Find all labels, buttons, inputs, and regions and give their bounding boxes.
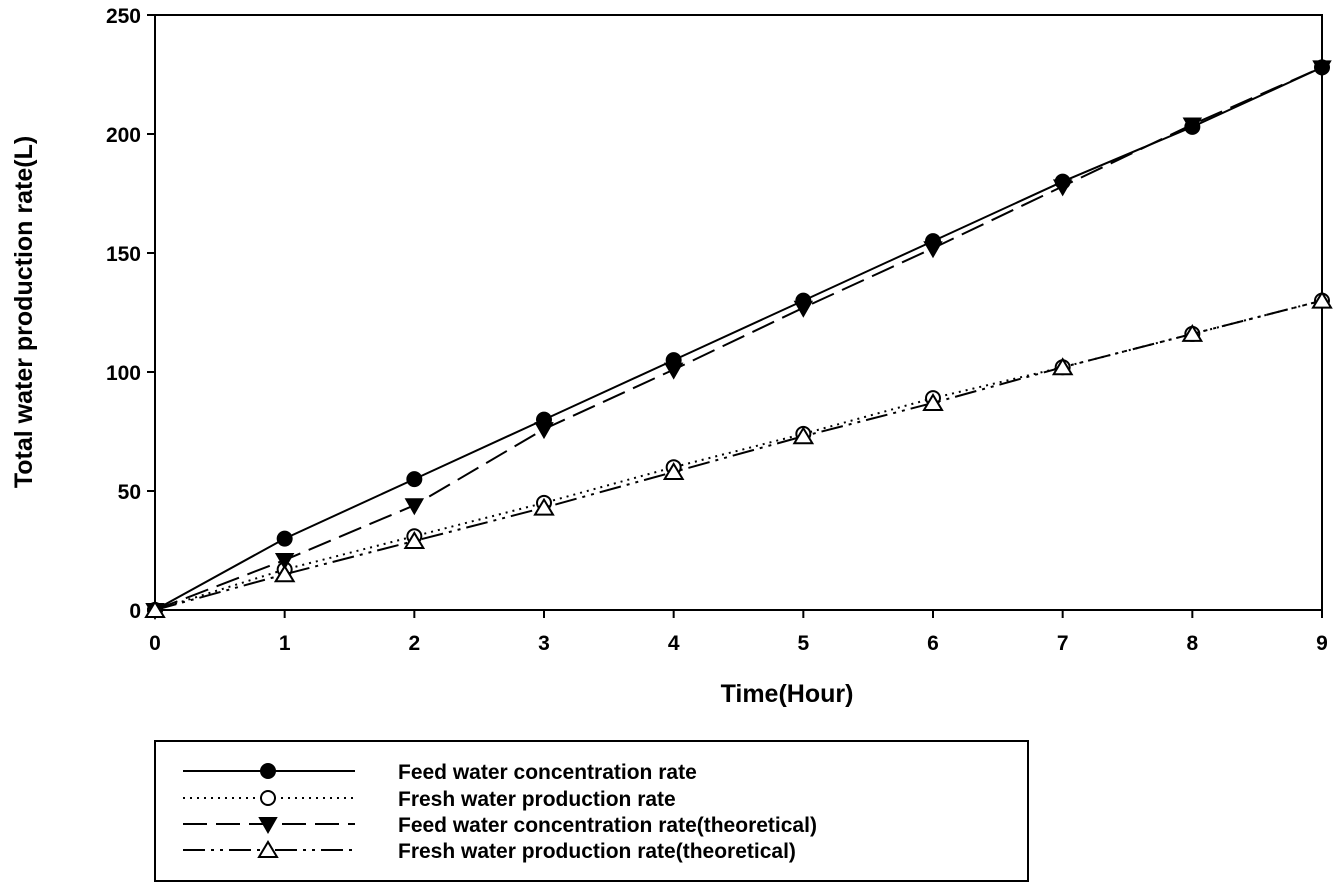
legend-marker (257, 840, 279, 858)
x-tick-label: 0 (149, 632, 161, 655)
data-point (1181, 323, 1204, 342)
data-point (273, 564, 296, 583)
data-point (793, 300, 814, 318)
data-point (144, 600, 166, 618)
y-axis-title: Total water production rate(L) (10, 136, 38, 488)
data-point (1311, 290, 1333, 309)
data-point (406, 471, 423, 488)
legend-marker (260, 763, 276, 779)
data-point (274, 553, 295, 571)
data-point (404, 498, 425, 516)
x-tick-label: 5 (797, 632, 809, 655)
series-line (154, 299, 1323, 611)
legend-label: Fresh water production rate(theoretical) (398, 840, 796, 863)
legend: Feed water concentration rate Fresh water… (183, 761, 817, 863)
data-point (534, 422, 554, 440)
data-point (663, 362, 684, 380)
series-line (154, 66, 1323, 611)
legend-marker (260, 790, 276, 806)
legend-label: Feed water concentration rate (398, 761, 697, 784)
legend-box (154, 740, 1029, 882)
plot-frame (154, 14, 1323, 611)
series-line (154, 299, 1323, 611)
legend-label: Fresh water production rate (398, 788, 676, 811)
y-tick-label: 0 (129, 600, 141, 623)
y-tick-label: 50 (118, 481, 141, 504)
series-layer (144, 59, 1333, 621)
x-tick-label: 8 (1186, 632, 1198, 655)
y-axis-title-group: Total water production rate(L) (10, 136, 38, 488)
data-point (922, 392, 944, 411)
data-point (276, 530, 293, 547)
x-axis-title: Time(Hour) (721, 680, 854, 708)
x-tick-label: 9 (1316, 632, 1328, 655)
x-tick-label: 6 (927, 632, 939, 655)
y-tick-label: 100 (106, 362, 141, 385)
data-point (1312, 60, 1332, 78)
data-point (792, 426, 815, 445)
legend-label: Feed water concentration rate(theoretica… (398, 814, 817, 837)
data-point (1182, 117, 1203, 135)
x-tick-label: 4 (668, 632, 680, 655)
x-tick-label: 2 (408, 632, 420, 655)
data-point (403, 531, 426, 549)
x-tick-label: 7 (1057, 632, 1069, 655)
x-tick-label: 1 (279, 632, 291, 655)
axis-ticks: 0 1 2 3 4 5 6 7 8 9 0 50 100 150 200 250 (106, 5, 1328, 655)
x-tick-label: 3 (538, 632, 550, 655)
data-point (533, 497, 555, 516)
y-tick-label: 250 (106, 5, 141, 28)
y-tick-label: 200 (106, 124, 141, 147)
data-point (1052, 179, 1073, 197)
series (145, 60, 1332, 621)
y-tick-label: 150 (106, 243, 141, 266)
data-point (662, 462, 685, 480)
series-line (154, 66, 1323, 611)
data-point (923, 241, 943, 259)
data-point (1051, 357, 1074, 376)
series (144, 290, 1333, 618)
series (147, 292, 1330, 618)
legend-marker (258, 817, 278, 835)
